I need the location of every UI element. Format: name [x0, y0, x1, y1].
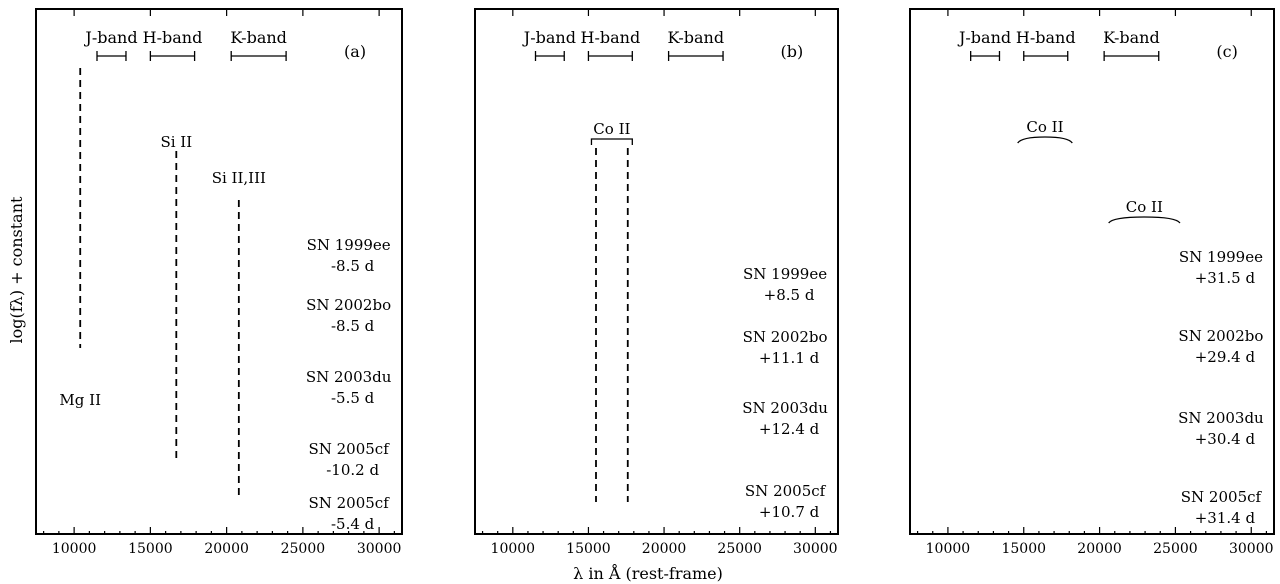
feature-bracket [590, 138, 633, 145]
series-phase-label: +10.7 d [759, 503, 820, 521]
series-phase-label: -8.5 d [331, 317, 375, 335]
x-tick-label: 15000 [128, 541, 173, 557]
series-phase-label: -5.4 d [331, 515, 375, 533]
series-phase-label: +31.4 d [1195, 509, 1256, 527]
series-name-label: SN 1999ee [307, 236, 391, 254]
y-axis-label: log(fλ) + constant [7, 196, 26, 344]
band-label: H-band [1016, 28, 1076, 47]
series-phase-label: -10.2 d [326, 461, 379, 479]
series-name-label: SN 2002bo [306, 296, 391, 314]
series-name-label: SN 2005cf [308, 440, 390, 458]
series-name-label: SN 2002bo [743, 328, 828, 346]
x-tick-label: 25000 [717, 541, 762, 557]
panel-a: 10000 15000 20000 25000 30000 J-band H-band K-b… [35, 8, 403, 557]
x-tick-label: 25000 [281, 541, 326, 557]
feature-label: Co II [1126, 198, 1163, 216]
series-name-label: SN 2005cf [1181, 488, 1263, 506]
feature-bracket [1017, 136, 1073, 144]
x-tick-label: 30000 [357, 541, 402, 557]
series-name-label: SN 2003du [306, 368, 392, 386]
series-name-label: SN 2005cf [308, 494, 390, 512]
series-name-label: SN 2005cf [745, 482, 827, 500]
x-tick-label: 20000 [1077, 541, 1122, 557]
feature-bracket [1108, 216, 1181, 224]
x-tick-label: 10000 [52, 541, 97, 557]
series-phase-label: +8.5 d [764, 286, 815, 304]
panel-c: 10000 15000 20000 25000 30000 J-band H-band K-b… [909, 8, 1275, 557]
x-tick-label: 30000 [793, 541, 838, 557]
axes-frame [35, 8, 403, 535]
axes-frame [909, 8, 1275, 535]
series-name-label: SN 1999ee [743, 265, 827, 283]
x-tick-label: 30000 [1229, 541, 1274, 557]
band-label: H-band [581, 28, 641, 47]
x-tick-label: 15000 [566, 541, 611, 557]
series-name-label: SN 1999ee [1179, 248, 1263, 266]
series-name-label: SN 2003du [742, 399, 828, 417]
feature-label: Co II [593, 120, 630, 138]
panel-b: 10000 15000 20000 25000 30000 J-band H-band K-b… [474, 8, 839, 557]
feature-label: Mg II [59, 391, 101, 409]
x-tick-label: 25000 [1153, 541, 1198, 557]
axes-frame [474, 8, 839, 535]
series-phase-label: +11.1 d [759, 349, 820, 367]
x-tick-label: 15000 [1001, 541, 1046, 557]
feature-label: Si II,III [212, 169, 266, 187]
series-phase-label: +29.4 d [1195, 348, 1256, 366]
panel-label: (b) [781, 42, 804, 61]
series-phase-label: -8.5 d [331, 257, 375, 275]
series-name-label: SN 2003du [1178, 409, 1264, 427]
series-phase-label: +30.4 d [1195, 430, 1256, 448]
feature-label: Si II [160, 133, 192, 151]
band-label: J-band [522, 28, 576, 47]
x-tick-label: 20000 [204, 541, 249, 557]
series-phase-label: +31.5 d [1195, 269, 1256, 287]
x-tick-label: 10000 [491, 541, 536, 557]
x-tick-label: 20000 [642, 541, 687, 557]
band-label: J-band [957, 28, 1011, 47]
panel-label: (a) [344, 42, 366, 61]
band-label: K-band [668, 28, 725, 47]
panel-label: (c) [1216, 42, 1237, 61]
series-name-label: SN 2002bo [1178, 327, 1263, 345]
band-label: K-band [1103, 28, 1160, 47]
band-label: J-band [83, 28, 137, 47]
x-axis-label: λ in Å (rest-frame) [573, 563, 723, 583]
series-phase-label: +12.4 d [759, 420, 820, 438]
x-tick-label: 10000 [926, 541, 971, 557]
feature-label: Co II [1026, 118, 1063, 136]
band-label: K-band [230, 28, 287, 47]
band-label: H-band [143, 28, 203, 47]
series-phase-label: -5.5 d [331, 389, 375, 407]
